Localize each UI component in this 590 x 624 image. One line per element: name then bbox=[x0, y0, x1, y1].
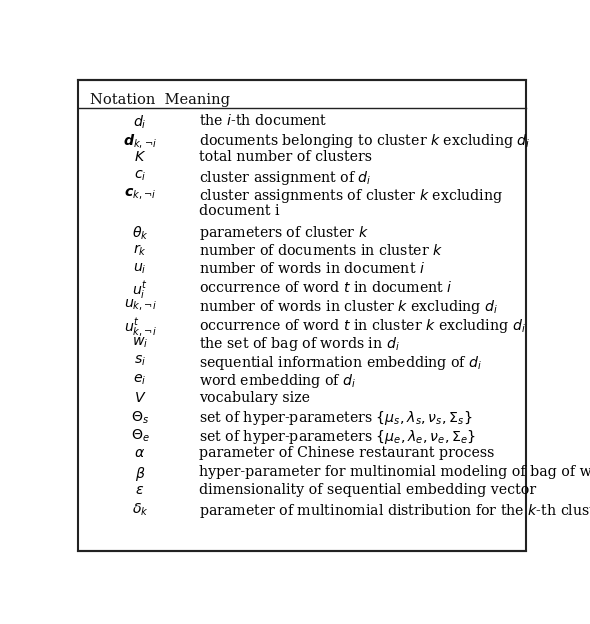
Text: total number of clusters: total number of clusters bbox=[199, 150, 372, 164]
Text: $K$: $K$ bbox=[134, 150, 146, 164]
Text: hyper-parameter for multinomial modeling of bag of words: hyper-parameter for multinomial modeling… bbox=[199, 465, 590, 479]
Text: Notation  Meaning: Notation Meaning bbox=[90, 93, 230, 107]
Text: $\alpha$: $\alpha$ bbox=[135, 446, 146, 461]
Text: dimensionality of sequential embedding vector: dimensionality of sequential embedding v… bbox=[199, 483, 537, 497]
Text: vocabulary size: vocabulary size bbox=[199, 391, 310, 405]
Text: number of documents in cluster $k$: number of documents in cluster $k$ bbox=[199, 243, 444, 258]
Text: number of words in cluster $k$ excluding $d_i$: number of words in cluster $k$ excluding… bbox=[199, 298, 499, 316]
Text: $s_i$: $s_i$ bbox=[134, 354, 146, 368]
Text: $\epsilon$: $\epsilon$ bbox=[136, 483, 145, 497]
Text: $d_i$: $d_i$ bbox=[133, 114, 147, 130]
Text: $\Theta_e$: $\Theta_e$ bbox=[130, 428, 149, 444]
Text: occurrence of word $t$ in cluster $k$ excluding $d_i$: occurrence of word $t$ in cluster $k$ ex… bbox=[199, 317, 526, 335]
Text: cluster assignments of cluster $k$ excluding: cluster assignments of cluster $k$ exclu… bbox=[199, 187, 503, 205]
Text: document i: document i bbox=[199, 204, 280, 218]
Text: $w_i$: $w_i$ bbox=[132, 335, 148, 349]
Text: parameter of multinomial distribution for the $k$-th cluster: parameter of multinomial distribution fo… bbox=[199, 502, 590, 520]
Text: $u_{k,\neg i}^t$: $u_{k,\neg i}^t$ bbox=[124, 317, 156, 339]
Text: number of words in document $i$: number of words in document $i$ bbox=[199, 261, 425, 276]
Text: $\theta_k$: $\theta_k$ bbox=[132, 224, 149, 241]
Text: the $i$-th document: the $i$-th document bbox=[199, 114, 328, 129]
Text: documents belonging to cluster $k$ excluding $d_i$: documents belonging to cluster $k$ exclu… bbox=[199, 132, 531, 150]
Text: $c_i$: $c_i$ bbox=[134, 169, 146, 183]
Text: $r_k$: $r_k$ bbox=[133, 243, 147, 258]
Text: occurrence of word $t$ in document $i$: occurrence of word $t$ in document $i$ bbox=[199, 280, 453, 295]
Text: $e_i$: $e_i$ bbox=[133, 373, 147, 387]
Text: the set of bag of words in $d_i$: the set of bag of words in $d_i$ bbox=[199, 335, 400, 353]
Text: $\boldsymbol{d}_{k,\neg i}$: $\boldsymbol{d}_{k,\neg i}$ bbox=[123, 132, 157, 150]
Text: set of hyper-parameters $\{\mu_s, \lambda_s, \nu_s, \Sigma_s\}$: set of hyper-parameters $\{\mu_s, \lambd… bbox=[199, 409, 473, 427]
Text: $u_i^t$: $u_i^t$ bbox=[132, 280, 148, 301]
Text: $u_{k,\neg i}$: $u_{k,\neg i}$ bbox=[124, 298, 156, 313]
Text: $\Theta_s$: $\Theta_s$ bbox=[131, 409, 149, 426]
Text: $V$: $V$ bbox=[134, 391, 146, 405]
Text: cluster assignment of $d_i$: cluster assignment of $d_i$ bbox=[199, 169, 372, 187]
Text: $\boldsymbol{c}_{k,\neg i}$: $\boldsymbol{c}_{k,\neg i}$ bbox=[124, 187, 156, 202]
Text: $u_i$: $u_i$ bbox=[133, 261, 147, 276]
Text: $\delta_k$: $\delta_k$ bbox=[132, 502, 149, 518]
Text: set of hyper-parameters $\{\mu_e, \lambda_e, \nu_e, \Sigma_e\}$: set of hyper-parameters $\{\mu_e, \lambd… bbox=[199, 428, 477, 446]
Text: parameter of Chinese restaurant process: parameter of Chinese restaurant process bbox=[199, 446, 495, 461]
Text: sequential information embedding of $d_i$: sequential information embedding of $d_i… bbox=[199, 354, 483, 372]
Text: parameters of cluster $k$: parameters of cluster $k$ bbox=[199, 224, 369, 242]
Text: word embedding of $d_i$: word embedding of $d_i$ bbox=[199, 373, 356, 390]
Text: $\beta$: $\beta$ bbox=[135, 465, 145, 483]
